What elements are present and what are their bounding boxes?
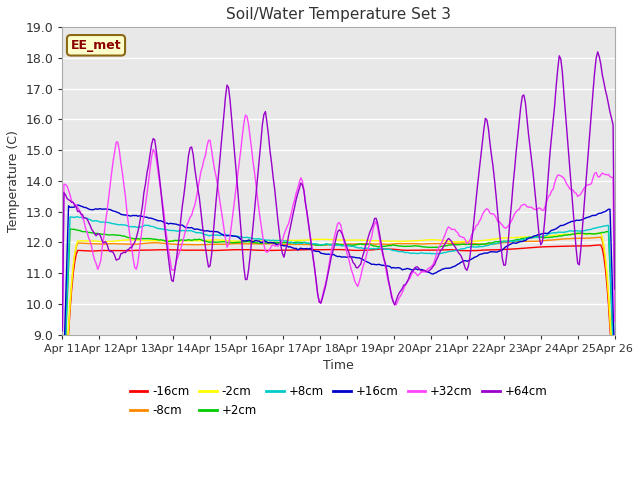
Line: +64cm: +64cm [63, 52, 614, 331]
Y-axis label: Temperature (C): Temperature (C) [7, 130, 20, 232]
Line: +32cm: +32cm [63, 115, 614, 326]
+32cm [611, 318, 618, 324]
+64cm [300, 188, 308, 193]
+16cm [611, 356, 618, 362]
-8cm [300, 241, 308, 247]
+2cm [67, 226, 74, 232]
+16cm [252, 238, 260, 243]
+16cm [582, 215, 589, 221]
+2cm [301, 240, 309, 245]
-2cm [223, 238, 231, 243]
-8cm [126, 241, 134, 247]
-8cm [580, 236, 588, 241]
-16cm [223, 247, 231, 253]
+8cm [301, 240, 309, 246]
-16cm [251, 247, 259, 253]
+8cm [582, 228, 589, 233]
+2cm [243, 239, 251, 244]
+64cm [126, 245, 134, 251]
+16cm [225, 232, 232, 238]
+2cm [252, 240, 260, 246]
+64cm [59, 328, 67, 334]
+2cm [611, 380, 618, 386]
+8cm [252, 236, 260, 242]
Line: -16cm: -16cm [63, 245, 614, 480]
+8cm [225, 233, 232, 239]
+64cm [223, 82, 231, 88]
+32cm [242, 112, 250, 118]
+8cm [59, 411, 67, 417]
-8cm [611, 448, 618, 454]
+32cm [126, 235, 134, 241]
-16cm [597, 242, 605, 248]
+16cm [59, 405, 67, 411]
+32cm [59, 323, 67, 329]
Legend: -16cm, -8cm, -2cm, +2cm, +8cm, +16cm, +32cm, +64cm: -16cm, -8cm, -2cm, +2cm, +8cm, +16cm, +3… [125, 381, 552, 422]
-16cm [300, 247, 308, 252]
+32cm [301, 201, 309, 206]
+2cm [128, 235, 136, 241]
+32cm [243, 114, 251, 120]
+2cm [225, 240, 232, 246]
+8cm [72, 214, 80, 220]
Line: -8cm: -8cm [63, 237, 614, 480]
-16cm [242, 247, 250, 252]
+8cm [611, 376, 618, 382]
+32cm [252, 183, 260, 189]
-8cm [251, 241, 259, 247]
-8cm [242, 241, 250, 247]
-2cm [300, 237, 308, 243]
Line: +2cm: +2cm [63, 229, 614, 420]
+16cm [74, 202, 82, 208]
+2cm [582, 231, 589, 237]
-16cm [126, 248, 134, 253]
-16cm [611, 452, 618, 457]
-2cm [611, 446, 618, 452]
Text: EE_met: EE_met [70, 39, 122, 52]
+64cm [580, 206, 588, 212]
-16cm [580, 243, 588, 249]
+64cm [251, 206, 259, 212]
Line: +16cm: +16cm [63, 205, 614, 408]
+2cm [59, 417, 67, 422]
+64cm [611, 286, 618, 292]
+16cm [301, 246, 309, 252]
-8cm [597, 234, 605, 240]
+32cm [582, 184, 589, 190]
Line: +8cm: +8cm [63, 217, 614, 414]
X-axis label: Time: Time [323, 359, 354, 372]
-2cm [251, 238, 259, 243]
Title: Soil/Water Temperature Set 3: Soil/Water Temperature Set 3 [226, 7, 451, 22]
-2cm [597, 230, 605, 236]
+8cm [243, 234, 251, 240]
+16cm [243, 238, 251, 244]
+8cm [128, 224, 136, 229]
Line: -2cm: -2cm [63, 233, 614, 480]
-8cm [223, 241, 231, 247]
+16cm [128, 213, 136, 219]
-2cm [242, 238, 250, 244]
-2cm [580, 231, 588, 237]
+32cm [223, 244, 231, 250]
+64cm [242, 276, 250, 282]
-2cm [126, 237, 134, 243]
+64cm [594, 49, 602, 55]
